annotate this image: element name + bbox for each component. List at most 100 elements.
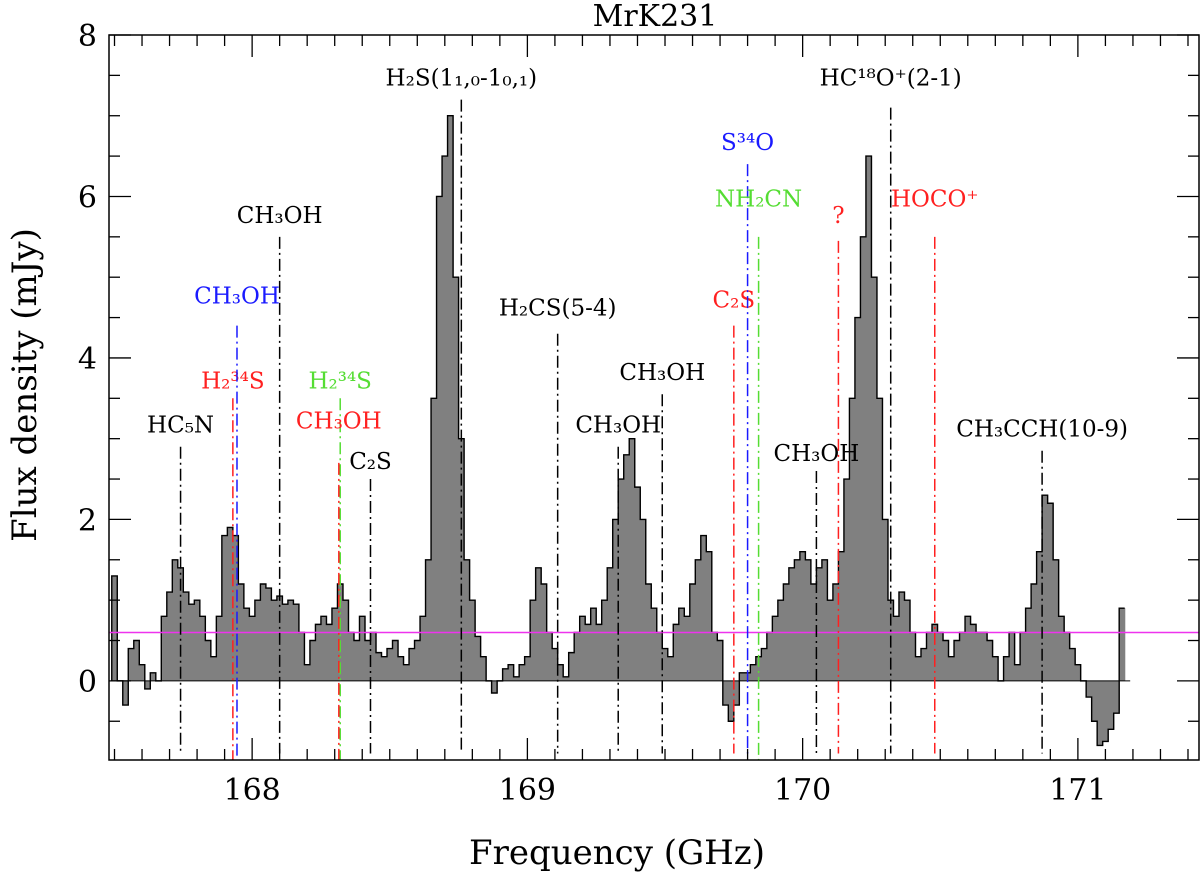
spectrum-bar: [353, 640, 361, 681]
spectrum-bar: [728, 680, 735, 722]
line-marker-label: NH₂CN: [715, 187, 802, 213]
spectrum-bar: [298, 632, 306, 681]
line-marker-label: S³⁴O: [721, 130, 774, 156]
x-tick-label: 169: [499, 773, 556, 808]
spectrum-bar: [904, 600, 911, 681]
spectrum-bar: [535, 567, 542, 681]
spectrum-bar: [882, 519, 889, 681]
spectrum-bar: [1097, 680, 1104, 746]
spectrum-bar: [199, 616, 206, 681]
spectrum-layer: [111, 115, 1131, 747]
spectrum-bar: [876, 398, 884, 681]
y-tick-label: 0: [78, 665, 97, 700]
spectrum-bar: [805, 559, 812, 681]
spectrum-bar: [447, 115, 454, 681]
spectrum-bar: [865, 156, 873, 681]
line-marker-label: HOCO⁺: [891, 187, 979, 213]
spectrum-bar: [375, 652, 383, 681]
spectrum-bar: [1053, 559, 1060, 681]
spectrum-bar: [816, 567, 823, 681]
line-marker-label: H₂³⁴S: [201, 368, 264, 394]
spectrum-bar: [1108, 680, 1115, 730]
spectrum-bar: [480, 656, 487, 681]
spectrum-bar: [640, 519, 647, 681]
spectrum-bar: [579, 616, 586, 681]
spectrum-bar: [568, 652, 575, 681]
spectrum-bar: [1058, 616, 1065, 681]
spectrum-bar: [1025, 608, 1032, 681]
spectrum-bar: [965, 616, 972, 681]
spectrum-bar: [585, 624, 592, 681]
spectrum-bar: [739, 672, 746, 681]
spectrum-bar: [662, 648, 669, 681]
spectrum-bar: [557, 664, 564, 681]
spectrum-bar: [772, 616, 779, 681]
spectrum-bar: [271, 600, 278, 681]
line-marker-label: CH₃CCH(10-9): [956, 417, 1128, 443]
spectrum-bar: [1036, 551, 1043, 681]
spectrum-bar: [221, 535, 228, 681]
spectrum-bar: [948, 656, 955, 681]
spectrum-bar: [766, 632, 773, 681]
y-tick-label: 4: [78, 342, 97, 377]
spectrum-bar: [799, 551, 806, 681]
spectrum-bar: [183, 592, 190, 681]
spectrum-bar: [1020, 632, 1027, 681]
spectrum-bar: [838, 551, 845, 681]
spectrum-bar: [667, 656, 674, 681]
spectrum-bar: [1091, 680, 1098, 722]
spectrum-bar: [513, 676, 520, 681]
axes: 168 169 170 171 0 2 4 6 8: [78, 19, 1200, 808]
line-marker-label: HC₅N: [147, 413, 214, 439]
chart-title: MrK231: [593, 0, 718, 34]
spectrum-bar: [552, 648, 559, 681]
spectrum-bar: [331, 608, 339, 681]
spectrum-bar: [959, 632, 966, 681]
y-axis-title: Flux density (mJy): [5, 228, 45, 542]
spectrum-bar: [761, 648, 768, 681]
spectrum-bar: [387, 648, 394, 681]
line-marker-label: CH₃OH: [774, 441, 860, 467]
spectrum-bar: [205, 640, 212, 681]
spectrum-bar: [827, 600, 834, 681]
line-marker-label: H₂CS(5-4): [499, 296, 617, 322]
spectrum-bar: [414, 640, 421, 681]
spectrum-bar: [733, 680, 740, 706]
spectrum-bar: [475, 636, 482, 681]
y-tick-label: 6: [78, 180, 97, 215]
spectrum-bar: [909, 632, 917, 681]
spectrum-bar: [243, 608, 250, 681]
spectrum-bar: [601, 600, 608, 681]
spectrum-bar: [1119, 608, 1126, 681]
spectrum-bar: [860, 236, 867, 681]
spectrum-bar: [1075, 664, 1082, 681]
spectrum-bar: [304, 664, 311, 681]
spectrum-bar: [1014, 664, 1021, 681]
spectrum-bar: [161, 616, 168, 681]
spectrum-bar: [651, 608, 658, 681]
line-marker-label: C₂S: [349, 449, 392, 475]
spectrum-bar: [139, 664, 146, 681]
spectrum-bar: [309, 640, 317, 681]
spectrum-bar: [607, 567, 614, 681]
spectrum-bar: [695, 559, 702, 681]
line-marker-label: CH₃OH: [619, 360, 705, 386]
spectrum-bar: [342, 600, 350, 681]
spectrum-bar: [166, 592, 173, 681]
spectrum-bar: [1009, 632, 1016, 681]
spectrum-bar: [574, 632, 581, 681]
spectrum-bar: [508, 664, 515, 681]
spectrum-bar: [458, 438, 465, 681]
line-markers: HC₅N H₂³⁴S CH₃OH CH₃OH H₂³⁴S CH₃OH C₂S H₂S(1₁,₀…: [147, 66, 1128, 760]
spectrum-bar: [970, 624, 977, 681]
spectrum-bar: [122, 680, 129, 706]
spectrum-bar: [546, 632, 553, 681]
x-tick-label: 171: [1049, 773, 1106, 808]
spectrum-bar: [431, 398, 438, 681]
spectrum-bar: [932, 624, 939, 681]
spectrum-bar: [926, 632, 933, 681]
line-marker-label: HC¹⁸O⁺(2-1): [820, 66, 962, 92]
spectrum-bar: [684, 616, 691, 681]
spectrum-bar: [326, 624, 333, 681]
